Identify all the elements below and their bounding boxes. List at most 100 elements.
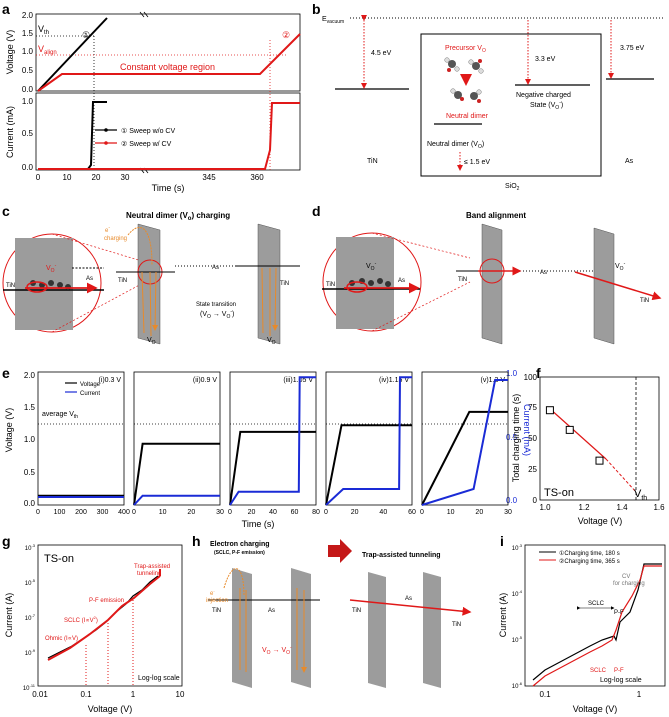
c-charging-arrows-2 (261, 267, 276, 336)
svg-text:10-5: 10-5 (512, 635, 523, 644)
panel-label-i: i (500, 533, 504, 549)
c-vo-2: VO (267, 337, 276, 346)
neg-state-label2: State (VO-) (530, 100, 563, 111)
i-pf-2: P-F (614, 668, 624, 674)
a-xtick: 0 (36, 173, 41, 182)
e-xtick: 400 (118, 509, 130, 516)
e-ylabel: Voltage (V) (4, 408, 14, 453)
e-voltage-trace (325, 424, 412, 506)
d-vo-2: VO- (615, 261, 626, 272)
a-vth-label: Vth (38, 24, 49, 36)
svg-text:10-4: 10-4 (512, 589, 523, 598)
e-subplot-title: (v)1.3 V (480, 377, 505, 384)
e-current-trace (325, 376, 412, 506)
e-xlabel: Time (s) (242, 519, 275, 529)
a-vtick: 1.5 (22, 29, 34, 38)
i-ylabel: Current (A) (498, 593, 508, 638)
c-zoom-as: As (86, 276, 93, 282)
h-slab-2 (291, 568, 311, 688)
e-xtick: 30 (504, 509, 512, 516)
e-xtick: 0 (228, 509, 232, 516)
panel-c: c Neutral dimer (Vo) charging TiN As VO-… (2, 203, 300, 346)
a-vtick: 1.0 (22, 47, 34, 56)
c-zoom-tin: TiN (6, 283, 15, 289)
svg-text:10-7: 10-7 (25, 613, 36, 622)
e-subplot-axes (37, 371, 125, 506)
panel-label-g: g (2, 533, 11, 549)
g-ylabel: Current (A) (4, 593, 14, 638)
c-oxide-slab-2 (257, 223, 281, 345)
i-cv2: for charging (613, 581, 645, 587)
h-title1: Electron charging (210, 541, 270, 548)
e-xtick: 100 (54, 509, 66, 516)
e-subplot-title: (i)0.3 V (98, 377, 121, 384)
b-tin: TiN (367, 158, 378, 165)
e-legend: Voltage Current (65, 382, 101, 397)
a-legend: ① Sweep w/o CV ② Sweep w/ CV (95, 127, 175, 148)
h-tin-3: TiN (452, 622, 461, 628)
i-sclc-2: SCLC (590, 668, 607, 674)
e-subplot-axes (133, 371, 221, 506)
e-avg-vth: average Vth (42, 411, 78, 420)
h-vo-transition: VO → VO- (262, 645, 292, 656)
h-big-arrow-icon (328, 539, 352, 563)
d-title: Band alignment (466, 211, 526, 220)
e-voltage-trace (229, 430, 316, 506)
i-xtick: 1 (637, 690, 642, 699)
d-zoom-tin: TiN (326, 282, 335, 288)
panel-h: h Electron charging (SCLC, P-F emission)… (192, 533, 472, 688)
h-charge-arrows (239, 588, 304, 672)
g-ohm: Ohmic (I∝V) (45, 636, 78, 642)
g-axes (37, 544, 183, 687)
c-charging-arrows-1 (141, 271, 156, 337)
g-xtick: 0.01 (32, 690, 48, 699)
d-tin-1: TiN (458, 277, 467, 283)
e-xtick: 300 (97, 509, 109, 516)
f-data-point (595, 456, 604, 465)
precursor-label: Precursor VO (445, 45, 486, 54)
a-xtick: 20 (92, 173, 101, 182)
g-xtick: 1 (131, 690, 136, 699)
a-voltage-w-cv (37, 33, 301, 92)
f-ytick: 25 (528, 465, 537, 474)
g-xtick: 0.1 (80, 690, 92, 699)
g-fit-curve (47, 575, 161, 661)
a-xtick: 345 (202, 173, 216, 182)
a-mark-1: ① (82, 30, 90, 40)
c-vo-1: VO (147, 337, 156, 346)
g-pf: P-F emission (89, 598, 124, 604)
molecule-icon (444, 57, 484, 74)
c-circulating-arrow (26, 281, 48, 293)
e-xtick: 0 (36, 509, 40, 516)
e-xtick: 0 (132, 509, 136, 516)
panel-label-h: h (192, 533, 201, 549)
h-title2: Trap-assisted tunneling (362, 552, 441, 559)
e-xtick: 60 (408, 509, 416, 516)
e-vtick: 1.5 (24, 403, 36, 412)
i-xlabel: Voltage (V) (573, 704, 618, 714)
voltage-axes (35, 13, 301, 92)
b-as: As (625, 158, 634, 165)
panel-e: e Voltage (V) Current (mA) Time (s) 0.0 … (2, 365, 532, 529)
i-scale: Log-log scale (600, 677, 642, 684)
c-echarge-label2: charging (104, 236, 127, 242)
c-tin-1: TiN (118, 278, 127, 284)
e-subplot-axes (325, 371, 413, 506)
f-ylabel: Total charging time (s) (511, 394, 521, 483)
panel-i: i Current (A) Voltage (V) 10-3 10-4 10-5… (498, 533, 666, 714)
e-subplot-title: (iv)1.15 V (379, 377, 409, 384)
h-as-1: As (268, 608, 275, 614)
evac-label: Evacuum (322, 16, 344, 25)
a-mark-2: ② (282, 30, 290, 40)
e-subplot-axes (229, 371, 317, 506)
panel-d: d Band alignment TiN As VO- TiN As TiN V… (312, 203, 662, 345)
d-zoom-as: As (398, 278, 405, 284)
a-vtick: 0.0 (22, 85, 34, 94)
h-inj2: injection (206, 598, 228, 604)
e-xtick: 20 (187, 509, 195, 516)
dimer-level-label: Neutral dimer (VO) (427, 141, 484, 150)
panel-g: g Current (A) Voltage (V) 10-3 10-5 10-7… (2, 533, 185, 714)
d-tin-2: TiN (640, 298, 649, 304)
a-vtick: 0.5 (22, 66, 34, 75)
